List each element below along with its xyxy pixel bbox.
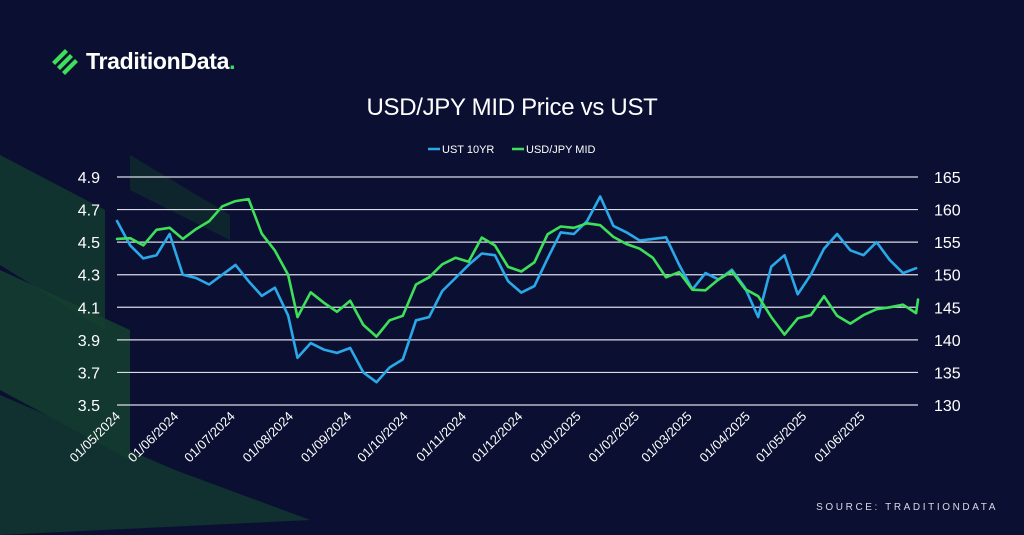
- x-tick-label: 01/12/2024: [469, 409, 526, 466]
- x-tick-label: 01/06/2025: [811, 409, 868, 466]
- y-right-tick-label: 165: [934, 170, 961, 187]
- y-left-tick-label: 3.9: [78, 333, 100, 350]
- y-left-tick-label: 4.3: [78, 268, 100, 285]
- x-tick-label: 01/11/2024: [413, 409, 469, 465]
- x-tick-label: 01/09/2024: [298, 409, 355, 466]
- y-left-tick-label: 3.7: [78, 365, 100, 382]
- y-right-tick-label: 140: [934, 333, 961, 350]
- y-left-tick-label: 4.1: [78, 300, 100, 317]
- y-right-tick-label: 130: [934, 398, 961, 415]
- brand-name: TraditionData.: [86, 48, 236, 74]
- y-right-tick-label: 145: [934, 300, 961, 317]
- x-tick-label: 01/05/2024: [66, 409, 123, 466]
- y-left-tick-label: 4.7: [78, 203, 100, 220]
- y-right-tick-label: 150: [934, 268, 961, 285]
- y-left-tick-label: 3.5: [78, 398, 100, 415]
- brand-logo: TraditionData.: [52, 48, 235, 75]
- x-tick-label: 01/10/2024: [354, 409, 411, 466]
- legend-label: USD/JPY MID: [526, 144, 596, 156]
- x-tick-label: 01/07/2024: [181, 409, 238, 466]
- x-tick-label: 01/03/2025: [638, 409, 695, 466]
- x-tick-label: 01/01/2025: [527, 409, 584, 466]
- y-left-tick-label: 4.5: [78, 235, 100, 252]
- y-right-tick-label: 160: [934, 203, 961, 220]
- tradition-data-logo-icon: [52, 48, 78, 75]
- y-right-tick-label: 135: [934, 365, 961, 382]
- legend-label: UST 10YR: [442, 144, 494, 156]
- chart-title: USD/JPY MID Price vs UST: [366, 94, 658, 121]
- y-left-tick-label: 4.9: [78, 170, 100, 187]
- x-tick-label: 01/05/2025: [753, 409, 810, 466]
- source-note: SOURCE: TRADITIONDATA: [816, 502, 998, 513]
- y-right-tick-label: 155: [934, 235, 961, 252]
- x-tick-label: 01/02/2025: [585, 409, 642, 466]
- x-tick-label: 01/06/2024: [125, 409, 182, 466]
- x-tick-label: 01/04/2025: [696, 409, 753, 466]
- x-tick-label: 01/08/2024: [239, 409, 296, 466]
- series-line-usdjpy-mid: [115, 197, 920, 338]
- series-line-ust-10yr: [115, 195, 918, 384]
